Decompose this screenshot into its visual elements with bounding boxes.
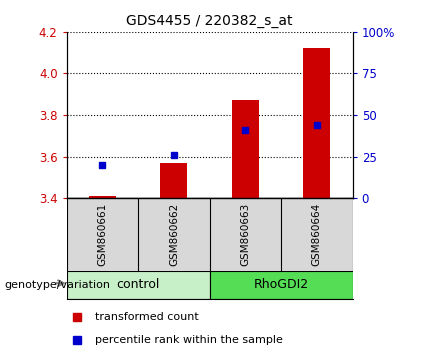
Text: percentile rank within the sample: percentile rank within the sample bbox=[95, 335, 283, 346]
Text: GSM860663: GSM860663 bbox=[240, 203, 250, 266]
Text: GSM860661: GSM860661 bbox=[97, 203, 108, 266]
Bar bbox=[210, 271, 353, 299]
Text: GSM860664: GSM860664 bbox=[312, 203, 322, 266]
Text: GSM860662: GSM860662 bbox=[169, 203, 179, 266]
Bar bbox=[160, 163, 187, 198]
Bar bbox=[89, 196, 116, 198]
Text: control: control bbox=[117, 279, 160, 291]
Text: transformed count: transformed count bbox=[95, 312, 199, 322]
Text: RhoGDI2: RhoGDI2 bbox=[254, 279, 309, 291]
Text: genotype/variation: genotype/variation bbox=[4, 280, 111, 290]
Bar bbox=[232, 101, 259, 198]
Title: GDS4455 / 220382_s_at: GDS4455 / 220382_s_at bbox=[126, 14, 293, 28]
Bar bbox=[303, 48, 330, 198]
Bar bbox=[67, 271, 210, 299]
